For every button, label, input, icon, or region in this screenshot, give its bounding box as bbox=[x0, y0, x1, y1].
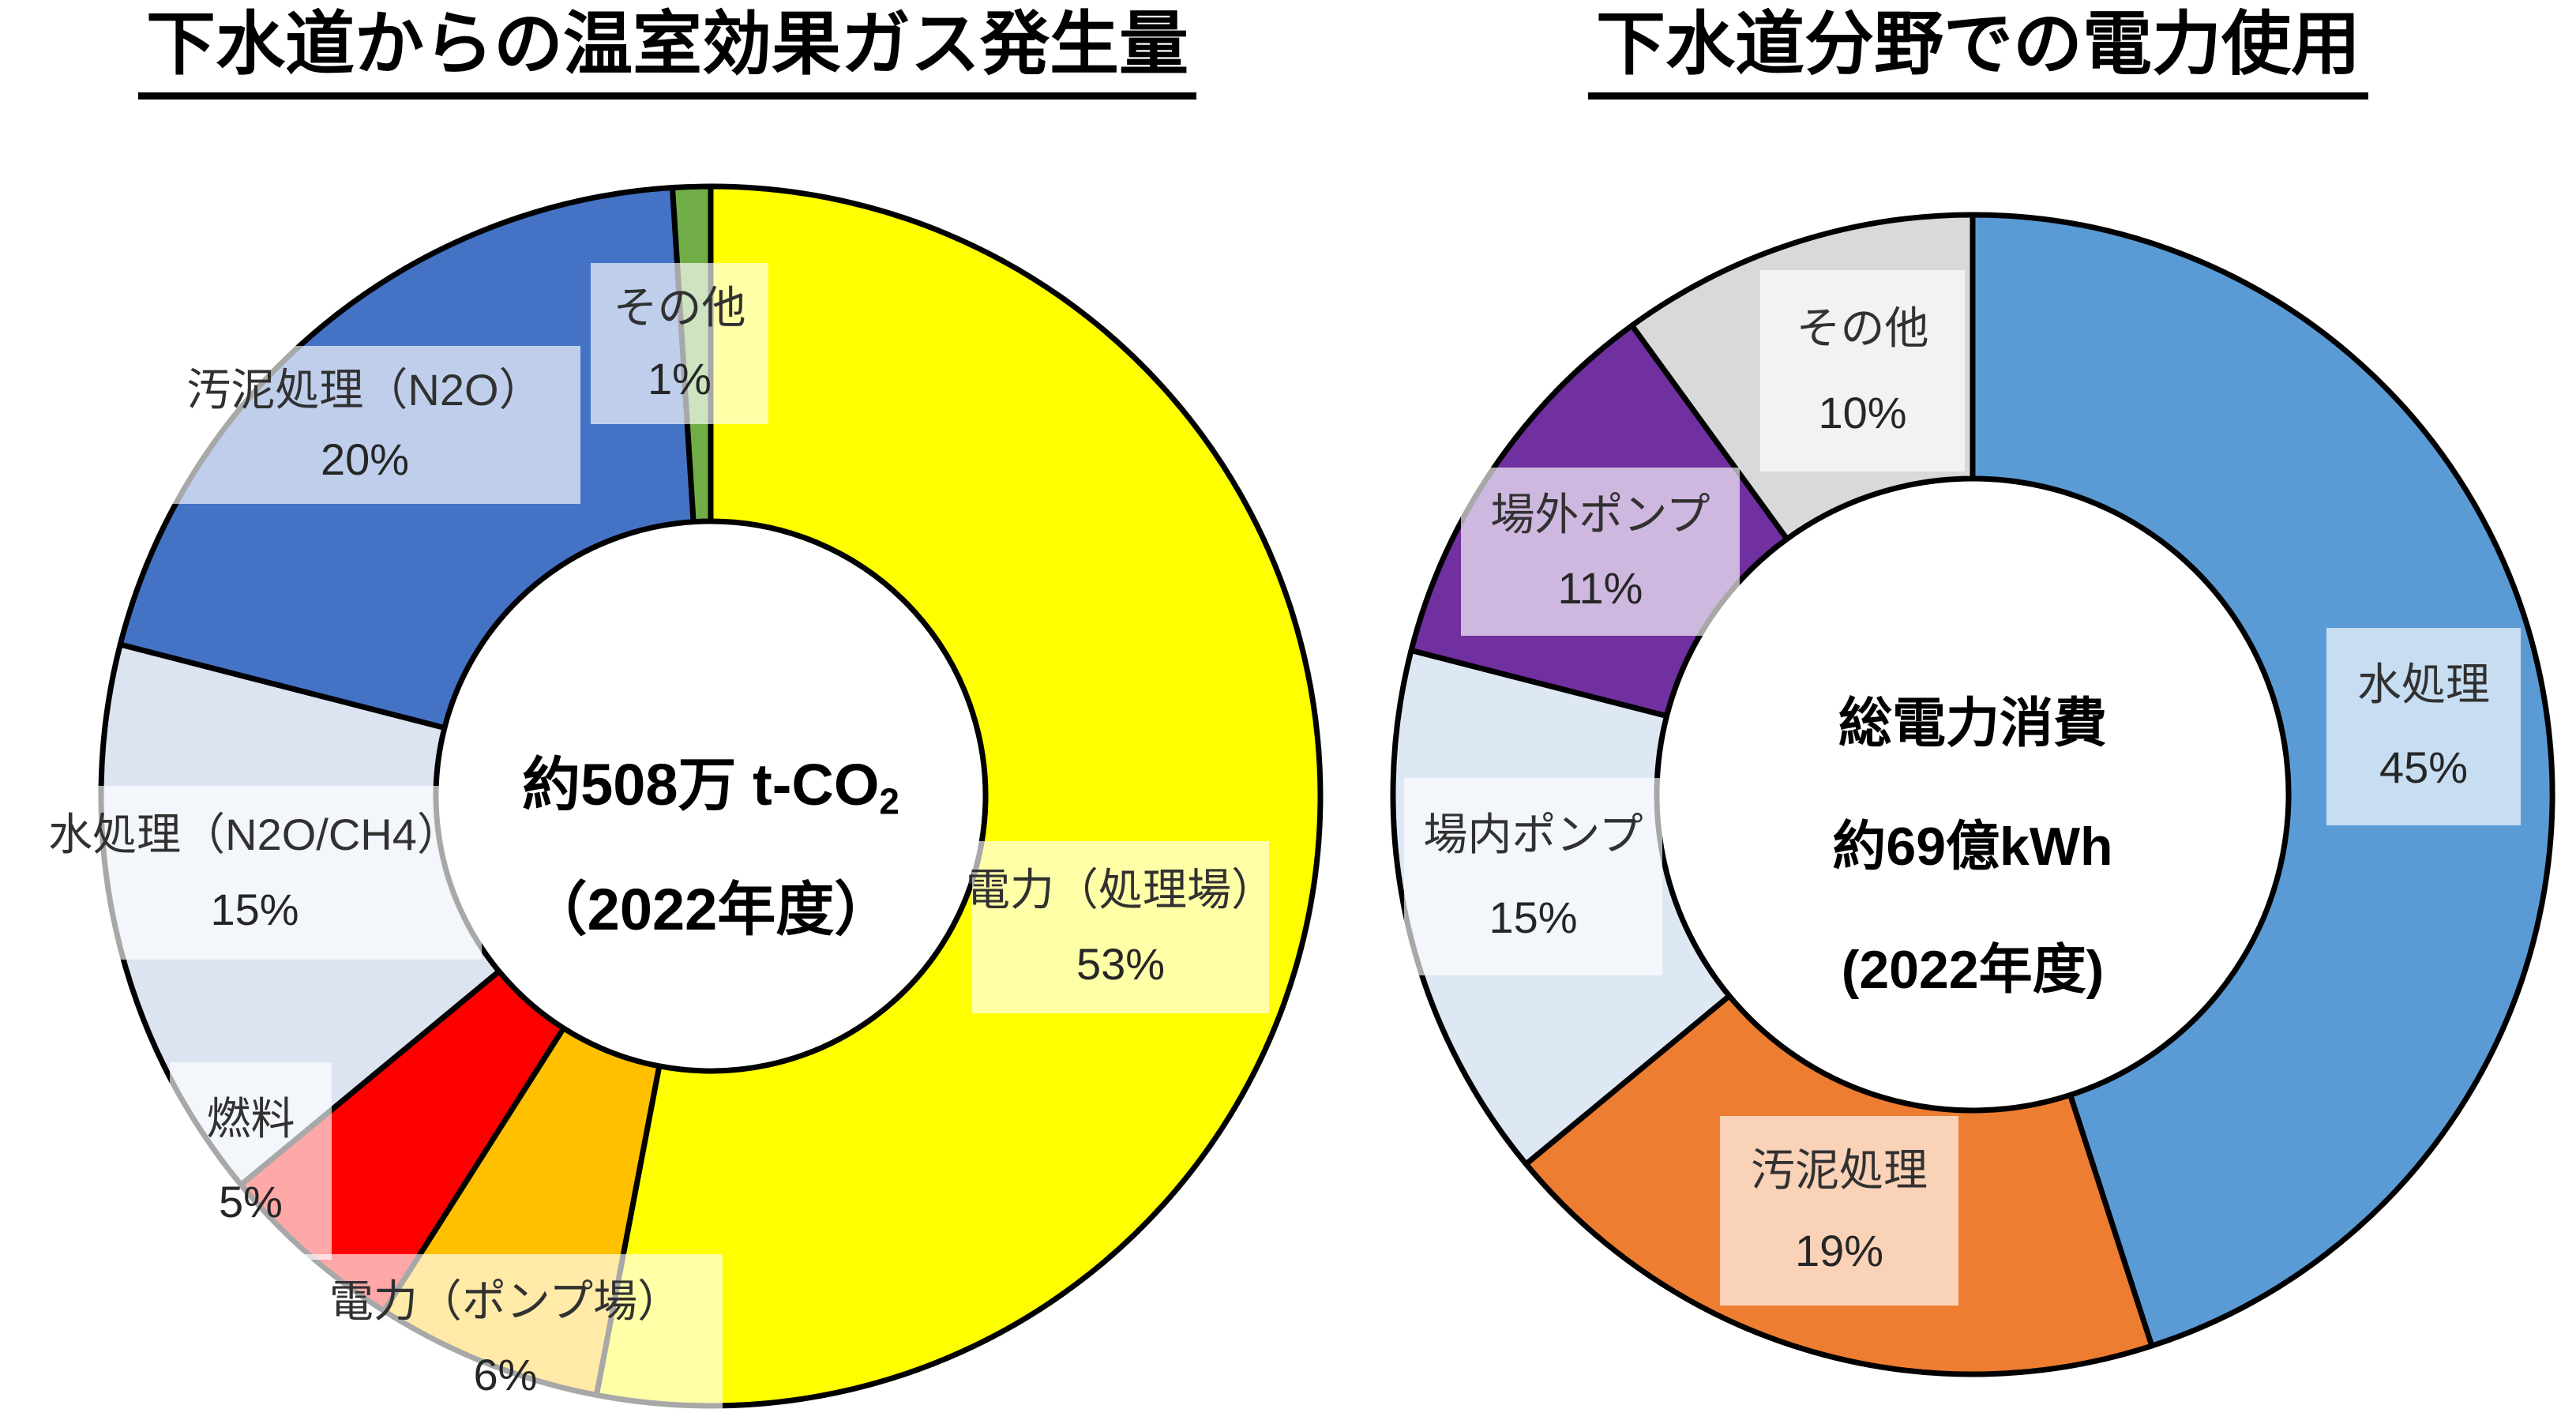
segment-label-percent: 11% bbox=[1557, 562, 1643, 613]
co2-subscript: 2 bbox=[879, 780, 899, 822]
segment-label-percent: 6% bbox=[473, 1350, 538, 1400]
segment-label: 汚泥処理 19% bbox=[1720, 1116, 1958, 1306]
segment-label: 場内ポンプ 15% bbox=[1404, 778, 1662, 975]
segment-label-name: 電力（処理場） bbox=[966, 864, 1275, 915]
right-center-line3: (2022年度) bbox=[1841, 940, 2105, 1000]
segment-label-percent: 19% bbox=[1794, 1225, 1884, 1276]
segment-label-name: 水処理（N2O/CH4） bbox=[48, 810, 461, 860]
segment-label: 汚泥処理（N2O） 20% bbox=[149, 346, 580, 504]
left-chart-title: 下水道からの温室効果ガス発生量 bbox=[137, 6, 1197, 100]
segment-label: 水処理（N2O/CH4） 15% bbox=[28, 786, 482, 960]
segment-label-name: その他 bbox=[1796, 303, 1929, 354]
donut-segment bbox=[1970, 212, 2555, 1349]
segment-label: 水処理 45% bbox=[2326, 628, 2521, 825]
left-center-total: 約508万 t-CO2 （2022年度） bbox=[522, 731, 899, 964]
segment-label-percent: 15% bbox=[1489, 892, 1578, 943]
segment-label: 燃料 5% bbox=[170, 1062, 332, 1260]
left-center-line2: （2022年度） bbox=[528, 877, 893, 943]
right-center-line2: 約69億kWh bbox=[1832, 817, 2113, 877]
segment-label: 電力（処理場） 53% bbox=[966, 841, 1275, 1013]
segment-label-name: その他 bbox=[613, 283, 746, 333]
segment-label: 電力（ポンプ場） 6% bbox=[288, 1254, 723, 1423]
segment-label-percent: 1% bbox=[648, 353, 712, 404]
segment-label-name: 汚泥処理 bbox=[1751, 1145, 1928, 1196]
segment-label-name: 場外ポンプ bbox=[1490, 490, 1710, 540]
segment-label: 場外ポンプ 11% bbox=[1461, 468, 1740, 636]
segment-label-name: 場内ポンプ bbox=[1423, 810, 1643, 860]
donut-segment bbox=[593, 183, 1324, 1409]
segment-label-percent: 45% bbox=[2379, 742, 2469, 793]
right-center-total: 総電力消費 約69億kWh (2022年度) bbox=[1832, 662, 2112, 1031]
segment-label-percent: 53% bbox=[1076, 938, 1166, 989]
segment-label-percent: 20% bbox=[320, 434, 410, 484]
segment-label-name: 汚泥処理（N2O） bbox=[186, 364, 543, 415]
left-center-line1: 約508万 t-CO2 bbox=[522, 752, 899, 822]
segment-label: その他 1% bbox=[591, 263, 768, 424]
right-chart-title: 下水道分野での電力使用 bbox=[1587, 6, 2369, 100]
segment-label-percent: 10% bbox=[1818, 387, 1907, 438]
segment-label: その他 10% bbox=[1760, 270, 1965, 472]
segment-label-percent: 5% bbox=[219, 1177, 283, 1227]
segment-label-name: 水処理 bbox=[2357, 659, 2490, 710]
segment-label-percent: 15% bbox=[210, 885, 299, 935]
segment-label-name: 電力（ポンプ場） bbox=[329, 1276, 682, 1327]
segment-label-name: 燃料 bbox=[206, 1094, 295, 1144]
right-center-line1: 総電力消費 bbox=[1838, 693, 2107, 753]
